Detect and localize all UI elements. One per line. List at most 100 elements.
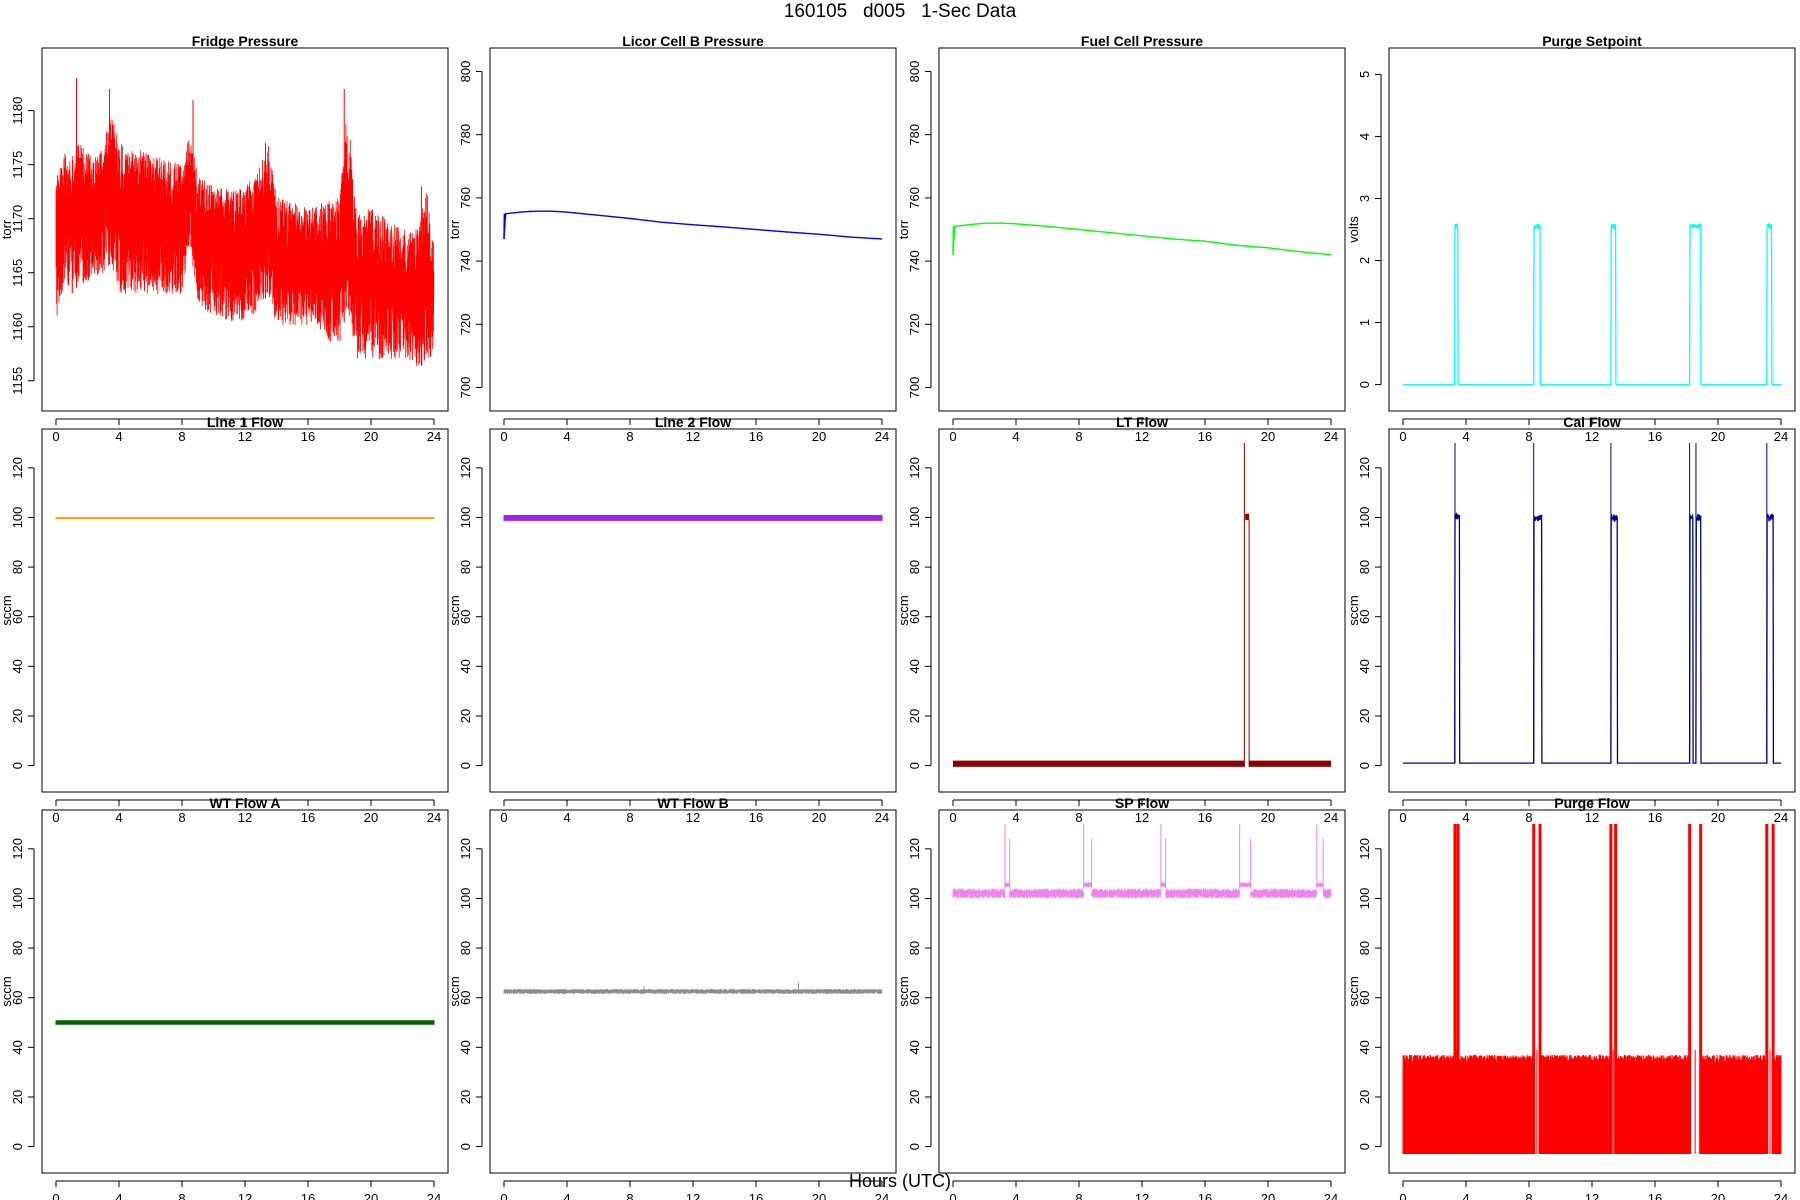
y-tick-label: 120	[907, 457, 922, 479]
x-tick-label: 4	[563, 810, 570, 825]
y-tick-label: 40	[458, 659, 473, 673]
y-tick-label: 800	[907, 61, 922, 83]
y-tick-label: 60	[458, 609, 473, 623]
y-tick-label: 800	[458, 61, 473, 83]
x-axis: 0 4 8 12 16 20 24	[52, 799, 441, 825]
y-axis: 0 20 40 60 80 100 120 sccm	[0, 838, 35, 1150]
y-tick-label: 40	[10, 1040, 25, 1054]
panel-title: Line 1 Flow	[207, 414, 283, 430]
y-axis-label: sccm	[1346, 595, 1361, 625]
plot-area	[503, 982, 883, 994]
y-tick-label: 20	[458, 1090, 473, 1104]
y-axis: 0 20 40 60 80 100 120 sccm	[1346, 838, 1382, 1150]
x-tick-label: 20	[364, 429, 378, 444]
y-axis: 700 720 740 760 780 800 torr	[447, 61, 483, 399]
x-tick-label: 20	[1261, 1191, 1275, 1200]
y-tick-label: 120	[1357, 838, 1372, 860]
x-tick-label: 20	[1261, 810, 1275, 825]
x-tick-label: 8	[626, 429, 633, 444]
x-tick-label: 8	[1075, 429, 1082, 444]
x-tick-label: 0	[949, 1191, 956, 1200]
plot-frame	[1388, 47, 1796, 412]
y-axis-label: torr	[447, 219, 462, 239]
x-tick-label: 16	[1648, 429, 1662, 444]
y-tick-label: 760	[458, 187, 473, 209]
x-tick-label: 4	[563, 1191, 570, 1200]
x-tick-label: 16	[1198, 1191, 1212, 1200]
y-axis-label: sccm	[0, 976, 14, 1006]
y-axis-label: sccm	[447, 976, 462, 1006]
y-axis: 0 20 40 60 80 100 120 sccm	[1346, 457, 1382, 769]
y-tick-label: 100	[907, 507, 922, 529]
y-axis: 0 1 2 3 4 5 volts	[1346, 71, 1382, 388]
x-tick-label: 12	[1135, 1191, 1149, 1200]
x-tick-label: 8	[1525, 1191, 1532, 1200]
x-tick-label: 16	[1648, 1191, 1662, 1200]
y-tick-label: 80	[907, 560, 922, 574]
plot-area	[952, 222, 1332, 256]
plot-frame	[41, 47, 449, 412]
y-tick-label: 100	[1357, 888, 1372, 910]
x-tick-label: 0	[1399, 1191, 1406, 1200]
y-tick-label: 40	[1357, 659, 1372, 673]
y-tick-label: 1170	[10, 205, 25, 233]
plot-area	[55, 78, 435, 367]
y-tick-label: 80	[1357, 941, 1372, 955]
y-tick-label: 80	[458, 560, 473, 574]
y-axis-label: torr	[896, 219, 911, 239]
series-noise	[952, 882, 1332, 899]
y-tick-label: 120	[1357, 457, 1372, 479]
x-tick-label: 4	[1462, 429, 1469, 444]
panel-title: Purge Setpoint	[1542, 33, 1642, 49]
series-band	[55, 516, 435, 520]
y-tick-label: 0	[1357, 762, 1372, 769]
x-tick-label: 0	[52, 810, 59, 825]
y-tick-label: 80	[1357, 560, 1372, 574]
y-axis-label: sccm	[896, 976, 911, 1006]
x-tick-label: 20	[1261, 429, 1275, 444]
y-tick-label: 100	[10, 507, 25, 529]
series-noise	[503, 989, 883, 994]
panel-title: Line 2 Flow	[655, 414, 731, 430]
plot-area	[55, 516, 435, 520]
y-tick-label: 0	[458, 762, 473, 769]
series-noise	[1402, 1054, 1782, 1154]
plot-frame	[489, 809, 897, 1174]
y-tick-label: 740	[907, 250, 922, 272]
y-tick-label: 60	[907, 609, 922, 623]
y-tick-label: 4	[1357, 133, 1372, 140]
x-axis: 0 4 8 12 16 20 24	[949, 799, 1338, 825]
panel-title: Licor Cell B Pressure	[622, 33, 764, 49]
x-tick-label: 24	[1774, 810, 1788, 825]
y-tick-label: 1180	[10, 97, 25, 125]
y-tick-label: 80	[10, 941, 25, 955]
x-tick-label: 24	[875, 1191, 889, 1200]
y-tick-label: 700	[458, 377, 473, 399]
y-tick-label: 100	[458, 507, 473, 529]
x-tick-label: 4	[1462, 810, 1469, 825]
series-baseline	[1249, 760, 1331, 767]
y-axis-label: sccm	[896, 595, 911, 625]
x-tick-label: 16	[301, 1191, 315, 1200]
series-line	[952, 222, 1332, 256]
y-tick-label: 780	[907, 124, 922, 146]
series-pulse	[1245, 513, 1250, 520]
plot-area	[1403, 222, 1781, 386]
y-tick-label: 720	[907, 313, 922, 335]
plot-frame	[938, 428, 1346, 793]
x-tick-label: 12	[1135, 429, 1149, 444]
panel-title: Fuel Cell Pressure	[1081, 33, 1203, 49]
plot-frame	[938, 47, 1346, 412]
y-tick-label: 20	[907, 1090, 922, 1104]
x-tick-label: 12	[686, 429, 700, 444]
x-tick-label: 16	[749, 429, 763, 444]
x-tick-label: 16	[749, 810, 763, 825]
x-tick-label: 4	[115, 810, 122, 825]
x-tick-label: 12	[238, 429, 252, 444]
x-tick-label: 12	[1585, 1191, 1599, 1200]
y-tick-label: 120	[10, 457, 25, 479]
